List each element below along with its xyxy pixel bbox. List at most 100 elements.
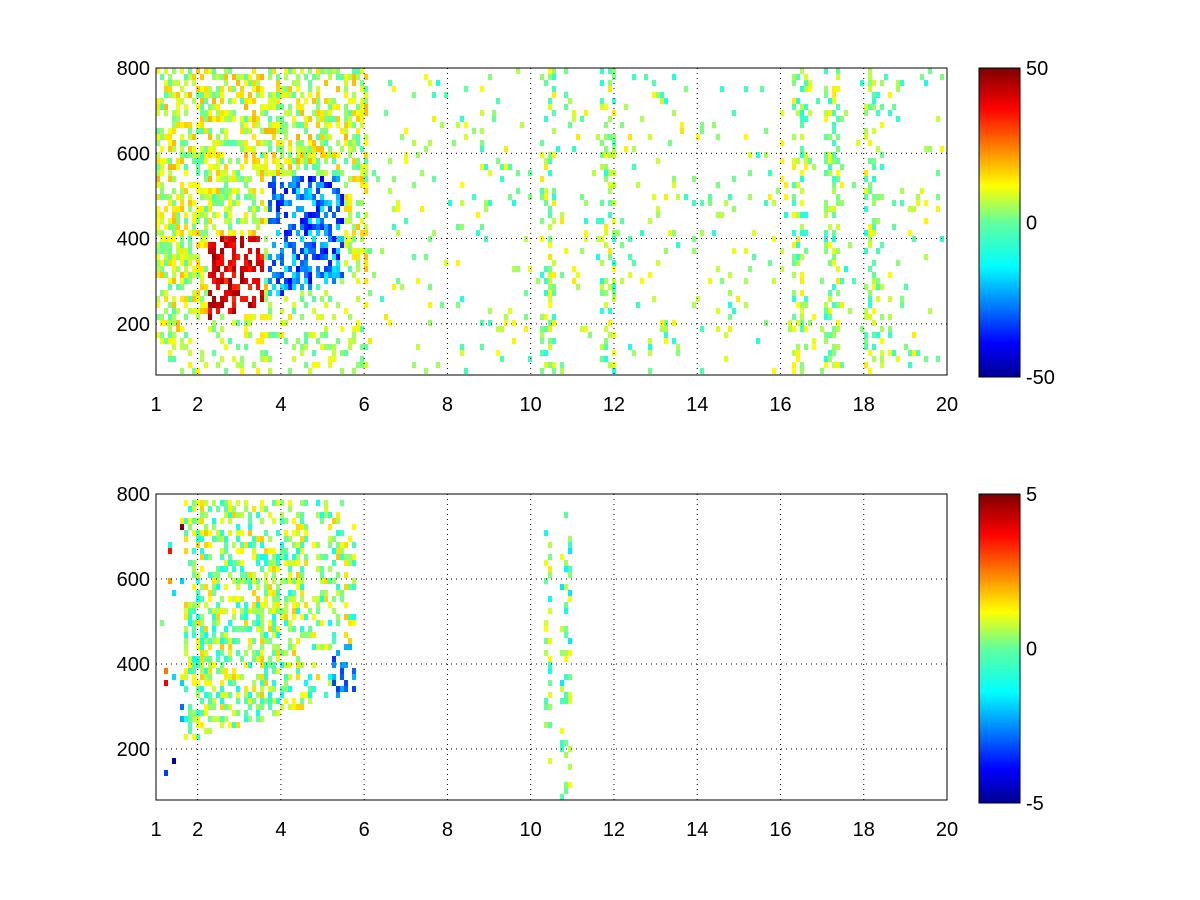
heatmap-cell <box>696 296 700 302</box>
heatmap-cell <box>332 176 336 182</box>
heatmap-cell <box>164 272 168 278</box>
heatmap-cell <box>244 542 248 548</box>
heatmap-cell <box>896 260 900 266</box>
heatmap-cell <box>220 296 224 302</box>
heatmap-cell <box>360 356 364 362</box>
heatmap-cell <box>620 278 624 284</box>
heatmap-cell <box>832 362 836 368</box>
heatmap-cell <box>648 344 652 350</box>
heatmap-cell <box>336 650 340 656</box>
heatmap-cell <box>584 200 588 206</box>
heatmap-cell <box>244 686 248 692</box>
heatmap-cell <box>296 578 300 584</box>
heatmap-cell <box>268 146 272 152</box>
heatmap-cell <box>220 314 224 320</box>
heatmap-cell <box>832 110 836 116</box>
heatmap-cell <box>608 248 612 254</box>
heatmap-cell <box>156 98 160 104</box>
heatmap-cell <box>232 512 236 518</box>
heatmap-cell <box>276 500 280 506</box>
heatmap-cell <box>360 182 364 188</box>
heatmap-cell <box>804 74 808 80</box>
heatmap-cell <box>804 104 808 110</box>
heatmap-cell <box>236 176 240 182</box>
heatmap-cell <box>248 644 252 650</box>
heatmap-cell <box>544 278 548 284</box>
heatmap-cell <box>176 326 180 332</box>
heatmap-cell <box>204 158 208 164</box>
heatmap-cell <box>568 698 572 704</box>
heatmap-cell <box>156 332 160 338</box>
heatmap-cell <box>876 92 880 98</box>
heatmap-cell <box>200 566 204 572</box>
heatmap-cell <box>384 314 388 320</box>
heatmap-cell <box>240 266 244 272</box>
heatmap-cell <box>240 362 244 368</box>
heatmap-cell <box>252 638 256 644</box>
heatmap-cell <box>836 248 840 254</box>
heatmap-cell <box>296 110 300 116</box>
heatmap-cell <box>292 92 296 98</box>
heatmap-cell <box>352 74 356 80</box>
heatmap-cell <box>232 284 236 290</box>
heatmap-cell <box>892 224 896 230</box>
heatmap-cell <box>324 170 328 176</box>
heatmap-cell <box>228 554 232 560</box>
heatmap-cell <box>284 200 288 206</box>
heatmap-cell <box>784 182 788 188</box>
heatmap-cell <box>280 182 284 188</box>
heatmap-cell <box>800 116 804 122</box>
heatmap-cell <box>276 710 280 716</box>
heatmap-cell <box>260 200 264 206</box>
heatmap-cell <box>196 590 200 596</box>
heatmap-cell <box>324 110 328 116</box>
heatmap-cell <box>248 248 252 254</box>
heatmap-cell <box>244 698 248 704</box>
heatmap-cell <box>240 98 244 104</box>
y-tick-label: 200 <box>117 739 150 761</box>
heatmap-cell <box>236 596 240 602</box>
heatmap-cell <box>204 224 208 230</box>
heatmap-cell <box>228 644 232 650</box>
heatmap-cell <box>608 362 612 368</box>
heatmap-cell <box>300 248 304 254</box>
heatmap-cell <box>240 116 244 122</box>
heatmap-cell <box>516 68 520 74</box>
heatmap-cell <box>160 242 164 248</box>
heatmap-cell <box>936 116 940 122</box>
heatmap-cell <box>604 302 608 308</box>
heatmap-cell <box>260 86 264 92</box>
heatmap-cell <box>256 284 260 290</box>
heatmap-cell <box>332 518 336 524</box>
heatmap-cell <box>196 308 200 314</box>
heatmap-cell <box>252 314 256 320</box>
heatmap-cell <box>232 710 236 716</box>
heatmap-cell <box>916 200 920 206</box>
heatmap-cell <box>212 584 216 590</box>
heatmap-cell <box>840 164 844 170</box>
heatmap-cell <box>248 266 252 272</box>
heatmap-cell <box>244 500 248 506</box>
heatmap-cell <box>304 158 308 164</box>
heatmap-cell <box>248 716 252 722</box>
heatmap-cell <box>312 146 316 152</box>
heatmap-cell <box>612 368 616 374</box>
heatmap-cell <box>552 362 556 368</box>
heatmap-cell <box>700 200 704 206</box>
heatmap-cell <box>244 344 248 350</box>
heatmap-cell <box>580 326 584 332</box>
x-tick-label: 18 <box>853 394 875 416</box>
heatmap-cell <box>160 248 164 254</box>
heatmap-cell <box>764 128 768 134</box>
heatmap-cell <box>212 608 216 614</box>
heatmap-cell <box>324 254 328 260</box>
heatmap-cell <box>548 158 552 164</box>
heatmap-cell <box>172 164 176 170</box>
heatmap-cell <box>420 206 424 212</box>
heatmap-cell <box>880 152 884 158</box>
heatmap-cell <box>352 236 356 242</box>
heatmap-cell <box>288 704 292 710</box>
heatmap-cell <box>328 98 332 104</box>
heatmap-cell <box>328 680 332 686</box>
heatmap-cell <box>332 152 336 158</box>
